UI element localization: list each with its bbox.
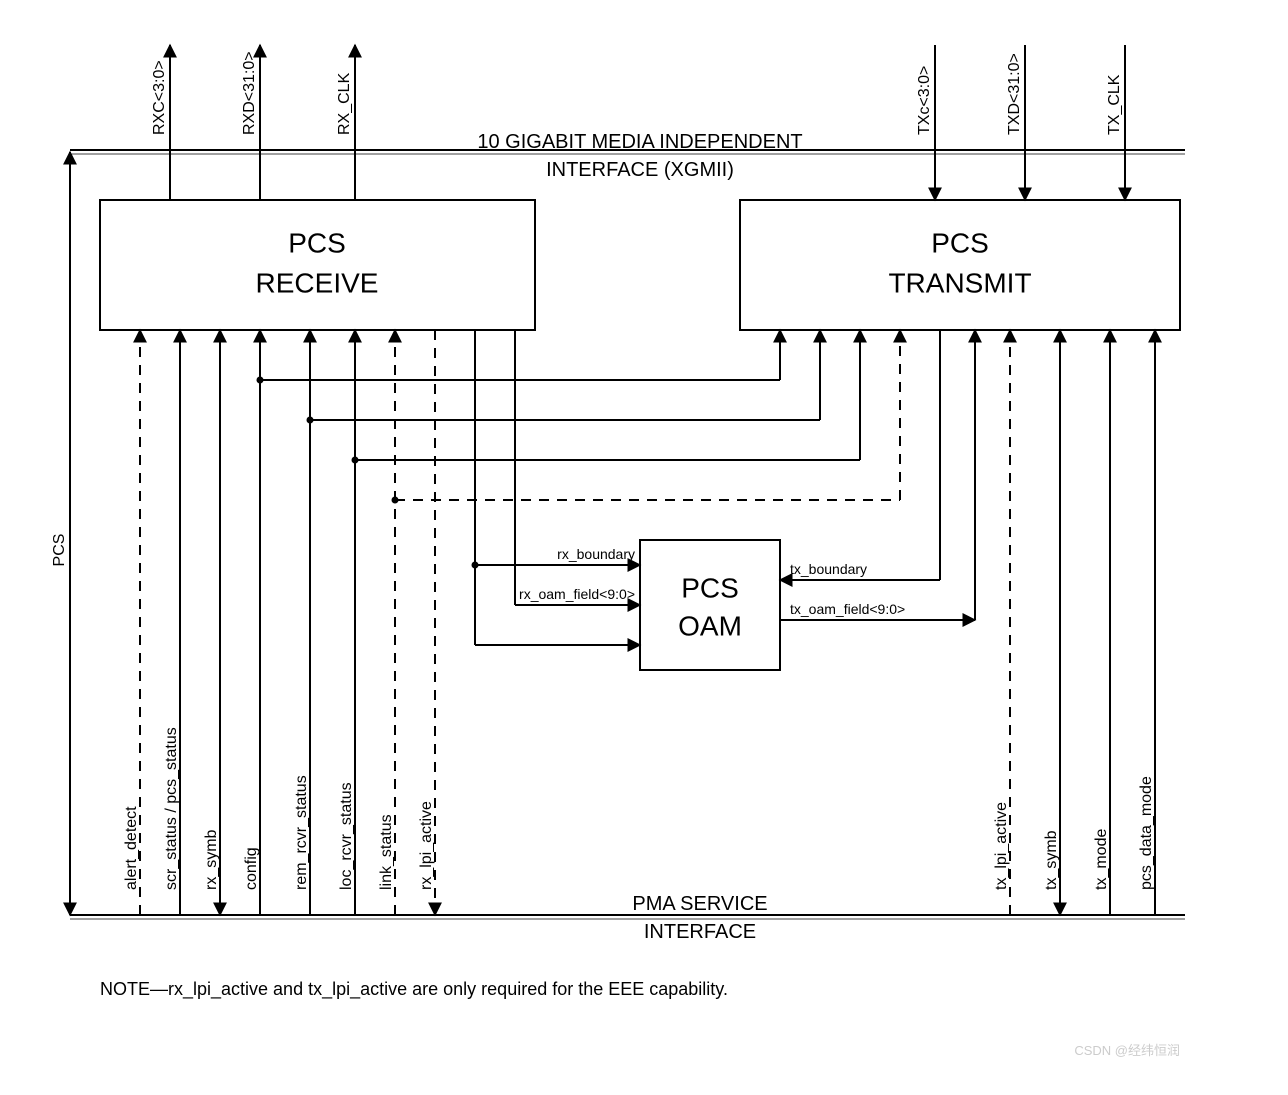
top-tx-label-1: TXD<31:0> [1006, 53, 1023, 135]
pcs-receive-label-2: RECEIVE [256, 267, 379, 298]
bottom-interface-line [70, 915, 1185, 919]
top-interface-title-1: 10 GIGABIT MEDIA INDEPENDENT [477, 131, 802, 153]
oam-rx-boundary-label: rx_boundary [557, 546, 635, 562]
top-tx-label-2: TX_CLK [1106, 74, 1123, 135]
oam-tx-field-label: tx_oam_field<9:0> [790, 601, 905, 617]
pcs-receive-block: PCS RECEIVE [100, 200, 535, 330]
pcs-oam-block: PCS OAM [640, 540, 780, 670]
note-text: NOTE—rx_lpi_active and tx_lpi_active are… [100, 979, 728, 1000]
pcs-transmit-label-2: TRANSMIT [888, 267, 1031, 298]
bottom-tx-label-0: tx_lpi_active [993, 802, 1010, 890]
top-rx-label-2: RX_CLK [336, 72, 353, 135]
bottom-rx-label-7: rx_lpi_active [418, 801, 435, 890]
bottom-interface-title-2: INTERFACE [644, 921, 756, 943]
watermark: CSDN @经纬恒润 [1074, 1043, 1180, 1058]
bottom-rx-label-2: rx_symb [203, 829, 220, 890]
bottom-tx-label-3: pcs_data_mode [1138, 776, 1155, 890]
bottom-rx-label-3: config [243, 847, 260, 890]
pcs-bracket-label: PCS [51, 534, 68, 567]
bottom-rx-label-1: scr_status / pcs_status [163, 727, 180, 890]
bottom-interface-title-1: PMA SERVICE [632, 893, 767, 915]
oam-rx-field-label: rx_oam_field<9:0> [519, 586, 635, 602]
top-rx-label-0: RXC<3:0> [151, 60, 168, 135]
pcs-transmit-label-1: PCS [931, 227, 989, 258]
bottom-rx-label-6: link_status [378, 814, 395, 890]
bottom-rx-label-5: loc_rcvr_status [338, 782, 355, 890]
bottom-tx-label-2: tx_mode [1093, 829, 1110, 890]
pcs-transmit-block: PCS TRANSMIT [740, 200, 1180, 330]
top-interface-title-2: INTERFACE (XGMII) [546, 159, 734, 181]
bottom-tx-label-1: tx_symb [1043, 830, 1060, 890]
oam-tx-boundary-label: tx_boundary [790, 561, 867, 577]
bottom-rx-label-0: alert_detect [123, 806, 140, 890]
bottom-rx-label-4: rem_rcvr_status [293, 775, 310, 890]
pcs-oam-label-1: PCS [681, 572, 739, 603]
top-rx-label-1: RXD<31:0> [241, 51, 258, 135]
pcs-receive-label-1: PCS [288, 227, 346, 258]
pcs-oam-label-2: OAM [678, 610, 742, 641]
pcs-bracket: PCS [51, 152, 70, 915]
top-tx-label-0: TXc<3:0> [916, 66, 933, 135]
